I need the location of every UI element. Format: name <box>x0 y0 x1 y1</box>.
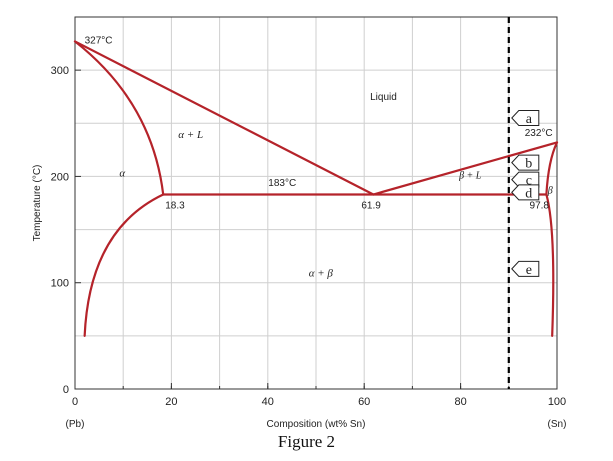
chart-labels: Composition (wt% Sn) Temperature (°C) (Pb)… <box>32 36 566 430</box>
figure-caption: Figure 2 <box>277 432 336 451</box>
annotation-pb-melt: 327°C <box>85 36 113 47</box>
region-label-alpha: α <box>119 167 125 179</box>
y-tick-label: 100 <box>51 278 69 290</box>
alpha-solvus <box>83 193 165 337</box>
region-label-beta-liquid: β + L <box>458 171 482 182</box>
x-tick-label: 20 <box>165 396 177 408</box>
axis-ticks: 0 20 40 60 80 100 0 100 200 300 <box>51 65 567 408</box>
x-tick-label: 40 <box>262 396 274 408</box>
point-marker-label: a <box>526 112 533 127</box>
point-marker-tag <box>511 154 540 171</box>
point-marker-label: d <box>525 186 532 201</box>
x-tick-label: 80 <box>454 396 466 408</box>
annotation-eutectic-temp: 183°C <box>268 178 296 189</box>
region-label-liquid: Liquid <box>370 92 397 103</box>
annotation-sn-melt: 232°C <box>525 128 553 139</box>
beta-solvus <box>545 193 555 337</box>
point-marker-b: b <box>511 154 540 172</box>
liquidus-right <box>372 141 559 196</box>
point-marker-label: e <box>526 263 532 278</box>
region-label-beta: β <box>547 185 553 196</box>
point-marker-d: d <box>511 184 540 201</box>
point-markers: a bcd e <box>511 109 540 278</box>
point-marker-tag <box>511 184 540 201</box>
x-tick-label: 0 <box>72 396 78 408</box>
point-marker-label: b <box>525 157 532 172</box>
point-marker-tag <box>511 260 540 277</box>
annotation-eutectic-comp: 61.9 <box>361 200 381 211</box>
y-tick-label: 0 <box>63 384 69 396</box>
point-marker-tag <box>511 109 540 126</box>
region-label-alpha-beta: α + β <box>309 267 334 279</box>
x-axis-title: Composition (wt% Sn) <box>267 419 366 430</box>
phase-boundaries <box>73 17 559 389</box>
y-tick-label: 200 <box>51 171 69 183</box>
x-tick-label: 100 <box>548 396 566 408</box>
annotation-beta-limit: 97.8 <box>530 200 550 211</box>
point-marker-label: c <box>526 174 532 189</box>
x-end-label-right: (Sn) <box>548 419 567 430</box>
liquidus-left <box>73 40 375 196</box>
x-end-label-left: (Pb) <box>66 419 85 430</box>
region-label-alpha-liquid: α + L <box>178 129 203 141</box>
x-tick-label: 60 <box>358 396 370 408</box>
point-marker-a: a <box>511 109 540 127</box>
grid-lines <box>75 17 557 389</box>
alpha-solidus <box>73 40 165 196</box>
beta-solidus <box>545 141 559 196</box>
y-axis-title: Temperature (°C) <box>32 165 43 242</box>
y-tick-label: 300 <box>51 65 69 77</box>
point-marker-e: e <box>511 260 540 278</box>
annotation-alpha-limit: 18.3 <box>165 200 185 211</box>
